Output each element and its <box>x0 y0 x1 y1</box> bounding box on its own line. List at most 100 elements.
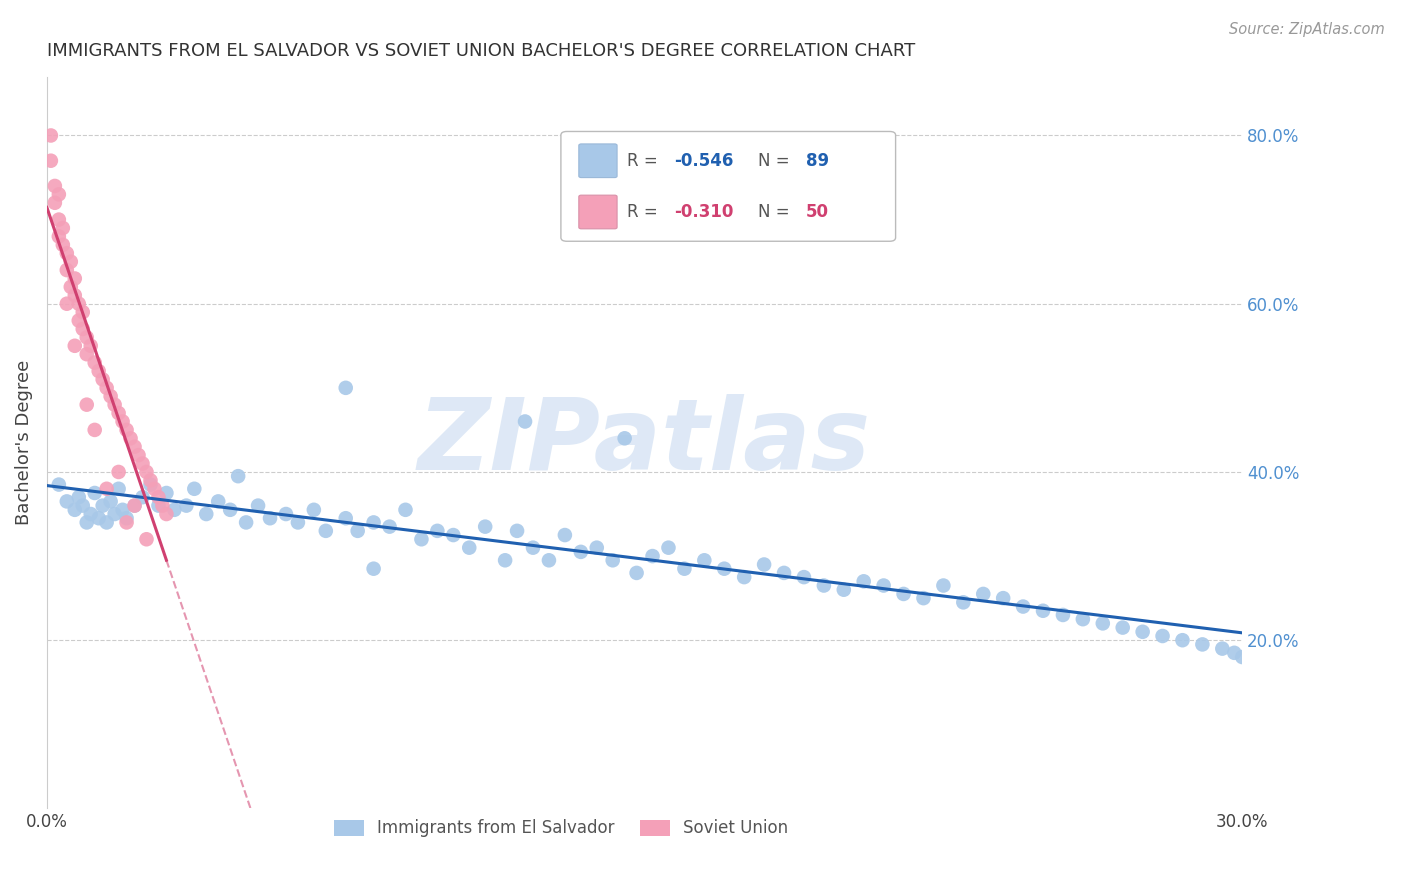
Point <box>346 524 368 538</box>
Point <box>207 494 229 508</box>
Point <box>83 486 105 500</box>
Point <box>111 415 134 429</box>
Point <box>302 503 325 517</box>
Point <box>52 221 75 235</box>
Point <box>832 582 855 597</box>
Y-axis label: Bachelor's Degree: Bachelor's Degree <box>15 359 32 525</box>
Point <box>852 574 875 589</box>
Text: Source: ZipAtlas.com: Source: ZipAtlas.com <box>1229 22 1385 37</box>
Point <box>76 398 98 412</box>
Point <box>148 499 170 513</box>
Point <box>235 516 257 530</box>
Point <box>554 528 576 542</box>
Point <box>773 566 796 580</box>
Point <box>44 195 66 210</box>
Point <box>76 330 98 344</box>
Point <box>872 578 894 592</box>
Point <box>972 587 994 601</box>
Point <box>952 595 974 609</box>
Point <box>1223 646 1246 660</box>
Point <box>813 578 835 592</box>
Point <box>63 503 86 517</box>
Point <box>80 507 103 521</box>
Point <box>124 499 146 513</box>
Point <box>378 519 401 533</box>
Point <box>219 503 242 517</box>
Text: -0.310: -0.310 <box>675 203 734 221</box>
Point <box>411 533 433 547</box>
Point <box>56 494 79 508</box>
Point <box>287 516 309 530</box>
Point <box>87 511 110 525</box>
Point <box>152 499 174 513</box>
Point <box>793 570 815 584</box>
Point <box>458 541 481 555</box>
FancyBboxPatch shape <box>561 131 896 241</box>
Point <box>363 516 385 530</box>
Point <box>124 499 146 513</box>
Point <box>335 381 357 395</box>
Point <box>602 553 624 567</box>
Text: N =: N = <box>758 152 794 169</box>
Text: 89: 89 <box>806 152 830 169</box>
Point <box>1032 604 1054 618</box>
Point <box>259 511 281 525</box>
Point <box>48 212 70 227</box>
Point <box>111 503 134 517</box>
Point <box>506 524 529 538</box>
Text: N =: N = <box>758 203 794 221</box>
Point <box>733 570 755 584</box>
Point <box>63 339 86 353</box>
Text: 50: 50 <box>806 203 830 221</box>
Text: R =: R = <box>627 152 662 169</box>
Point <box>139 474 162 488</box>
Point <box>183 482 205 496</box>
Point <box>72 499 94 513</box>
Point <box>163 503 186 517</box>
Point <box>124 440 146 454</box>
Point <box>693 553 716 567</box>
Point <box>96 381 118 395</box>
Point <box>100 389 122 403</box>
Point <box>912 591 935 606</box>
Point <box>56 296 79 310</box>
Point <box>315 524 337 538</box>
Point <box>494 553 516 567</box>
Point <box>96 482 118 496</box>
Point <box>641 549 664 563</box>
Point <box>76 516 98 530</box>
Point <box>673 562 696 576</box>
Point <box>139 477 162 491</box>
Point <box>67 313 90 327</box>
Point <box>155 507 177 521</box>
Point <box>63 271 86 285</box>
Point <box>1211 641 1233 656</box>
Point <box>48 229 70 244</box>
Point <box>274 507 297 521</box>
Point <box>59 254 82 268</box>
Point <box>96 516 118 530</box>
Point <box>83 423 105 437</box>
Point <box>143 482 166 496</box>
Point <box>131 457 153 471</box>
Point <box>59 280 82 294</box>
Text: IMMIGRANTS FROM EL SALVADOR VS SOVIET UNION BACHELOR'S DEGREE CORRELATION CHART: IMMIGRANTS FROM EL SALVADOR VS SOVIET UN… <box>46 42 915 60</box>
Point <box>1112 621 1135 635</box>
FancyBboxPatch shape <box>579 195 617 229</box>
Point <box>657 541 679 555</box>
Point <box>1012 599 1035 614</box>
Point <box>991 591 1014 606</box>
Point <box>115 423 138 437</box>
Point <box>80 339 103 353</box>
Point <box>44 178 66 193</box>
Point <box>1171 633 1194 648</box>
Point <box>76 347 98 361</box>
Point <box>87 364 110 378</box>
Point <box>67 296 90 310</box>
Point <box>569 545 592 559</box>
Point <box>107 406 129 420</box>
Point <box>155 486 177 500</box>
Point <box>56 246 79 260</box>
Point <box>72 305 94 319</box>
Point <box>39 153 62 168</box>
